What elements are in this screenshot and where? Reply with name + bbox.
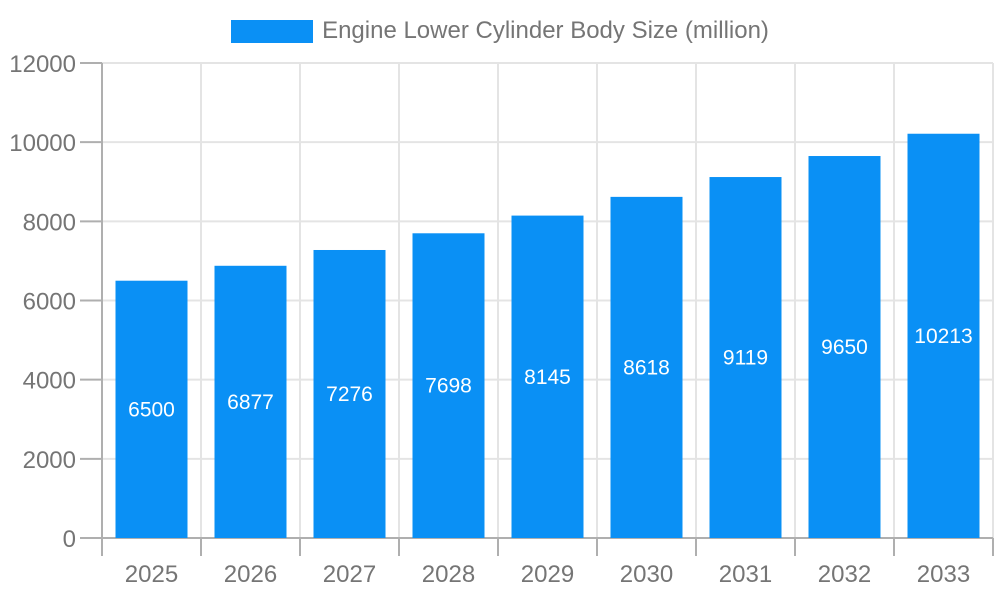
bar-2025 bbox=[115, 280, 188, 538]
y-axis-tick-label: 10000 bbox=[9, 130, 76, 157]
bar-2033 bbox=[907, 133, 980, 538]
x-axis-tick-label: 2029 bbox=[521, 561, 574, 588]
y-axis-tick-label: 8000 bbox=[23, 209, 76, 236]
y-axis-tick-label: 6000 bbox=[23, 289, 76, 316]
y-axis-tick-label: 4000 bbox=[23, 368, 76, 395]
bar-2029 bbox=[511, 215, 584, 538]
bar-value-label: 8618 bbox=[623, 356, 670, 379]
x-axis-tick-label: 2027 bbox=[323, 561, 376, 588]
y-axis-tick-label: 2000 bbox=[23, 447, 76, 474]
y-axis-tick-label: 0 bbox=[63, 526, 76, 553]
bar-value-label: 10213 bbox=[914, 325, 972, 348]
y-axis-tick-label: 12000 bbox=[9, 51, 76, 78]
x-axis-tick-label: 2025 bbox=[125, 561, 178, 588]
bar-value-label: 6877 bbox=[227, 391, 274, 414]
bar-2028 bbox=[412, 233, 485, 538]
bar-2030 bbox=[610, 196, 683, 538]
bar-value-label: 7276 bbox=[326, 383, 373, 406]
bar-value-label: 9650 bbox=[821, 336, 868, 359]
bar-2032 bbox=[808, 156, 881, 539]
x-axis-tick-label: 2030 bbox=[620, 561, 673, 588]
x-axis-tick-label: 2031 bbox=[719, 561, 772, 588]
bar-value-label: 7698 bbox=[425, 375, 472, 398]
x-axis-tick-label: 2028 bbox=[422, 561, 475, 588]
bar-2031 bbox=[709, 177, 782, 538]
bar-2027 bbox=[313, 249, 386, 538]
bar-2026 bbox=[214, 265, 287, 538]
bar-value-label: 9119 bbox=[723, 347, 768, 370]
bar-value-label: 6500 bbox=[128, 398, 175, 421]
bar-value-label: 8145 bbox=[524, 366, 571, 389]
x-axis-tick-label: 2033 bbox=[917, 561, 970, 588]
x-axis-tick-label: 2032 bbox=[818, 561, 871, 588]
x-axis-tick-label: 2026 bbox=[224, 561, 277, 588]
